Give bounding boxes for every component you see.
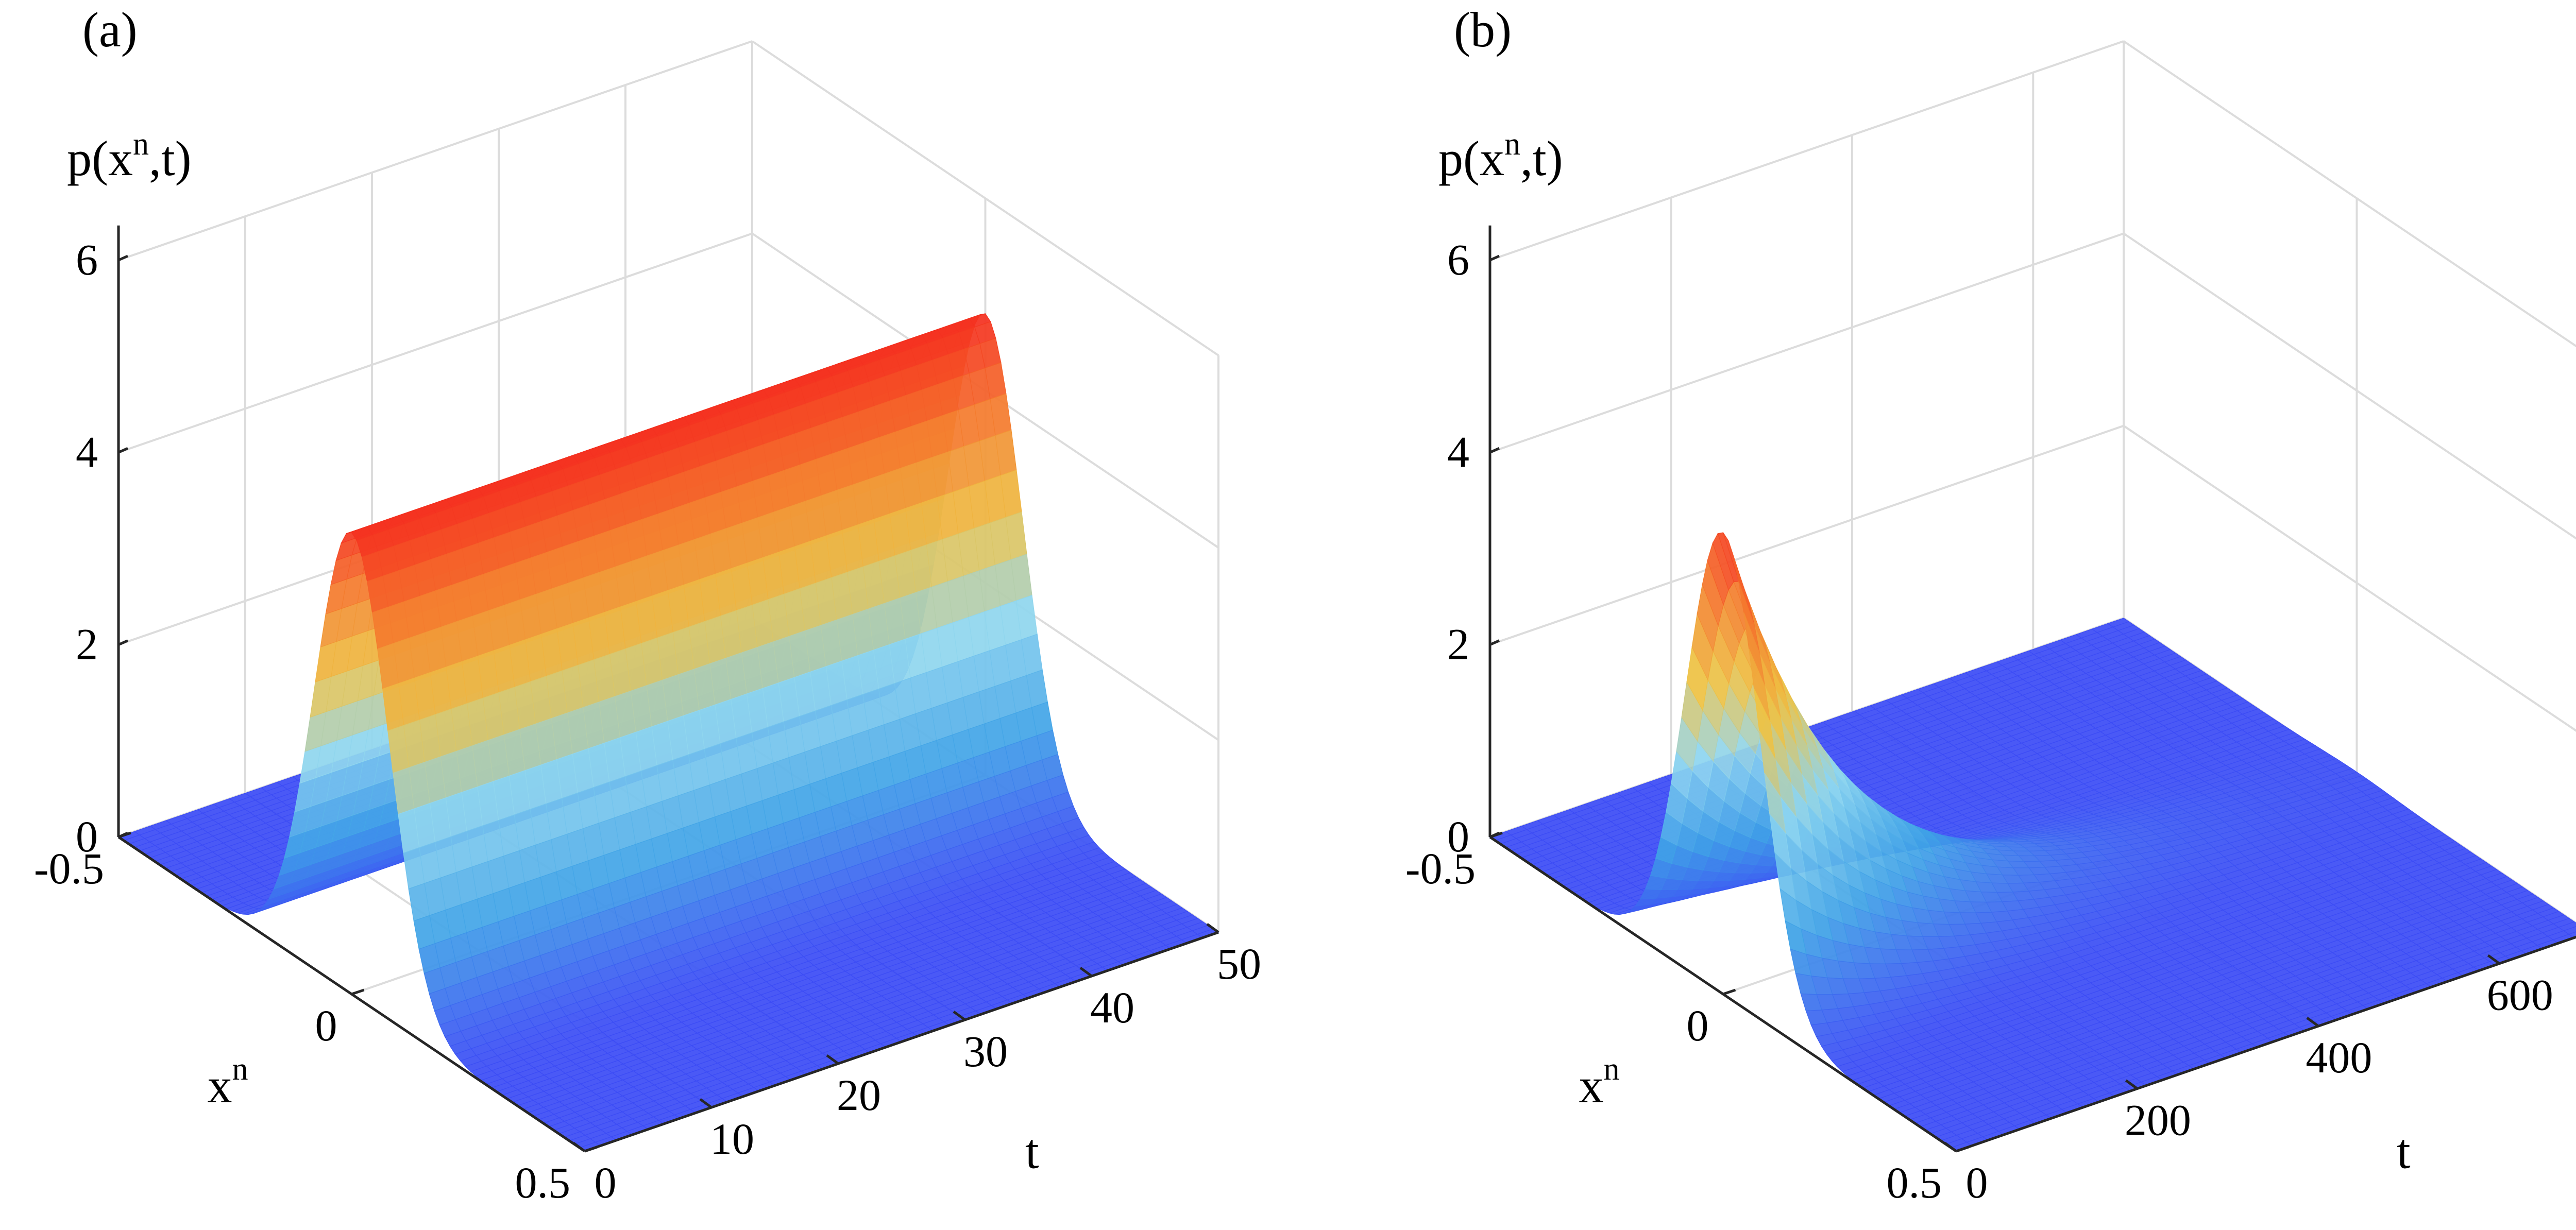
x-tick-mark bbox=[351, 988, 365, 996]
z-tick-label: 0 bbox=[76, 812, 98, 861]
x-axis-title-sup: n bbox=[232, 1052, 248, 1087]
gridline-z-back bbox=[1489, 232, 2124, 454]
gridline-z-side bbox=[2123, 40, 2576, 348]
z-axis-title: p(xn,t) bbox=[67, 127, 192, 186]
surface bbox=[1489, 532, 2576, 1152]
z-axis-title-base: p(x bbox=[67, 131, 133, 186]
t-tick-mark bbox=[572, 1141, 586, 1153]
t-axis-line bbox=[584, 931, 1219, 1153]
t-tick-mark bbox=[699, 1098, 713, 1109]
t-tick-label: 40 bbox=[1090, 983, 1134, 1032]
gridline-z-back bbox=[118, 232, 753, 454]
t-tick-label: 50 bbox=[1217, 939, 1261, 988]
gridline-z-back bbox=[118, 40, 753, 261]
t-tick-label: 30 bbox=[963, 1027, 1008, 1076]
z-axis-title-tail: ,t) bbox=[149, 131, 192, 186]
gridline-z-side bbox=[2123, 232, 2576, 540]
t-tick-mark bbox=[826, 1054, 839, 1065]
t-tick-label: 10 bbox=[710, 1114, 754, 1164]
x-axis-title-base: x bbox=[208, 1058, 232, 1113]
t-tick-mark bbox=[1206, 922, 1219, 934]
z-tick-mark bbox=[117, 254, 129, 262]
z-tick-label: 4 bbox=[76, 427, 98, 476]
t-tick-mark bbox=[953, 1010, 966, 1021]
z-tick-label: 2 bbox=[76, 620, 98, 669]
z-tick-label: 6 bbox=[76, 235, 98, 284]
surface bbox=[117, 313, 1219, 1152]
t-tick-mark bbox=[1079, 966, 1093, 978]
t-axis-title: t bbox=[1025, 1124, 1039, 1179]
z-tick-mark bbox=[117, 447, 129, 454]
panel-label: (a) bbox=[82, 2, 138, 57]
z-tick-mark bbox=[117, 639, 129, 646]
x-tick-label: -0.5 bbox=[34, 844, 104, 893]
x-tick-mark bbox=[118, 831, 131, 839]
x-axis-title: xn bbox=[208, 1052, 248, 1113]
x-tick-label: 0.5 bbox=[515, 1158, 571, 1207]
x-tick-label: 0 bbox=[315, 1001, 337, 1050]
z-axis-title-sup: n bbox=[133, 127, 149, 162]
t-tick-label: 20 bbox=[837, 1070, 881, 1120]
x-tick-mark bbox=[584, 1146, 598, 1153]
gridline-z-back bbox=[1489, 424, 2124, 646]
gridline-z-back bbox=[1489, 40, 2124, 261]
t-tick-label: 0 bbox=[595, 1158, 617, 1207]
